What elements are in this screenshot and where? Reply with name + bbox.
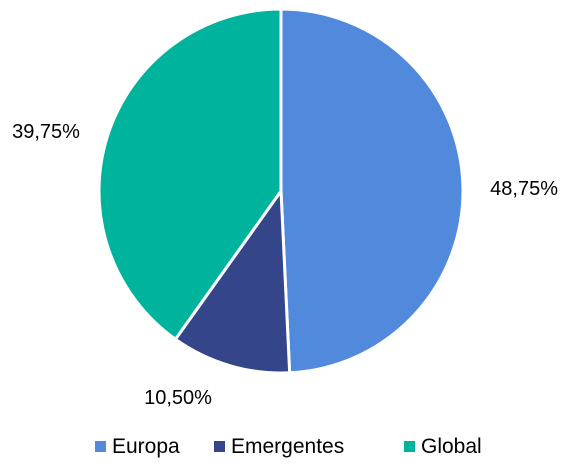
legend-label-emergentes: Emergentes [231, 435, 344, 458]
pie-slice-europa [279, 7, 465, 375]
pie-slice-global [97, 7, 283, 341]
legend-label-global: Global [421, 435, 482, 458]
legend-label-europa: Europa [112, 435, 180, 458]
data-label-emergentes: 10,50% [144, 387, 212, 409]
legend-swatch-europa [95, 441, 106, 452]
data-label-europa: 48,75% [490, 178, 558, 200]
legend-swatch-emergentes [214, 441, 225, 452]
pie-slices [97, 7, 465, 375]
pie-slice-emergentes [173, 189, 292, 375]
data-labels: 48,75% 10,50% 39,75% [12, 121, 558, 409]
legend: Europa Emergentes Global [95, 435, 482, 458]
legend-swatch-global [404, 441, 415, 452]
data-label-global: 39,75% [12, 121, 80, 143]
